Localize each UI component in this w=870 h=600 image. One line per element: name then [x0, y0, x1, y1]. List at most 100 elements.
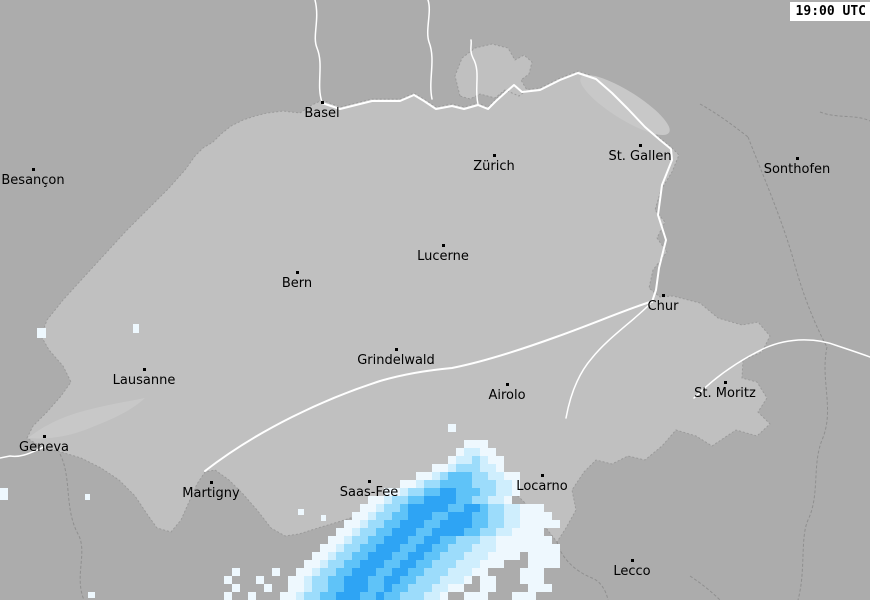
precip-cell: [544, 584, 552, 592]
precip-cell: [480, 568, 488, 576]
precip-cell: [472, 440, 480, 448]
city-dot: [631, 559, 634, 562]
precip-cell: [384, 592, 392, 600]
city-label: Grindelwald: [357, 353, 435, 368]
precip-cell: [512, 536, 520, 544]
precip-cell: [336, 568, 344, 576]
precip-cell: [456, 448, 464, 456]
precip-cell: [296, 568, 304, 576]
precip-cell: [472, 472, 480, 480]
precip-cell: [400, 536, 408, 544]
precip-cell: [448, 576, 456, 584]
precip-cell: [85, 494, 90, 500]
precip-cell: [448, 544, 456, 552]
precip-cell: [392, 512, 400, 520]
precip-cell: [464, 464, 472, 472]
precip-cell: [328, 584, 336, 592]
precip-cell: [520, 512, 528, 520]
precip-cell: [480, 504, 488, 512]
precip-cell: [520, 568, 528, 576]
precip-cell: [384, 520, 392, 528]
precip-cell: [472, 488, 480, 496]
precip-cell: [392, 536, 400, 544]
precip-cell: [408, 504, 416, 512]
precip-cell: [344, 560, 352, 568]
precip-cell: [352, 512, 360, 520]
precip-cell: [424, 552, 432, 560]
precip-cell: [360, 560, 368, 568]
precip-cell: [432, 488, 440, 496]
city-dot: [43, 435, 46, 438]
precip-cell: [528, 552, 536, 560]
precip-cell: [512, 544, 520, 552]
precip-cell: [424, 576, 432, 584]
precip-cell: [432, 536, 440, 544]
precip-cell: [488, 488, 496, 496]
precip-cell: [432, 504, 440, 512]
precip-cell: [384, 504, 392, 512]
precip-cell: [368, 576, 376, 584]
precip-cell: [496, 528, 504, 536]
precip-cell: [440, 584, 448, 592]
precip-cell: [488, 584, 496, 592]
precip-cell: [360, 576, 368, 584]
precip-cell: [400, 528, 408, 536]
precip-cell: [464, 520, 472, 528]
precip-cell: [432, 552, 440, 560]
precip-cell: [408, 592, 416, 600]
precip-cell: [504, 504, 512, 512]
city-dot: [442, 244, 445, 247]
precip-cell: [456, 584, 464, 592]
precip-cell: [408, 568, 416, 576]
precip-cell: [408, 584, 416, 592]
precip-cell: [464, 496, 472, 504]
precip-cell: [376, 560, 384, 568]
precip-cell: [448, 536, 456, 544]
precip-cell: [472, 480, 480, 488]
precip-cell: [360, 544, 368, 552]
inn-river: [693, 339, 870, 399]
precip-cell: [496, 536, 504, 544]
precip-cell: [424, 560, 432, 568]
precip-cell: [496, 464, 504, 472]
precip-cell: [480, 488, 488, 496]
precip-cell: [488, 560, 496, 568]
precip-cell: [472, 456, 480, 464]
precip-cell: [328, 560, 336, 568]
precip-cell: [344, 528, 352, 536]
precip-cell: [488, 448, 496, 456]
precip-cell: [528, 536, 536, 544]
city-dot: [724, 381, 727, 384]
precip-cell: [320, 584, 328, 592]
precip-cell: [296, 584, 304, 592]
precip-cell: [488, 504, 496, 512]
city-dot: [639, 144, 642, 147]
precip-cell: [368, 592, 376, 600]
timestamp-badge: 19:00 UTC: [789, 2, 870, 21]
precip-cell: [400, 496, 408, 504]
precip-cell: [488, 544, 496, 552]
precip-cell: [448, 464, 456, 472]
precip-cell: [472, 464, 480, 472]
precip-cell: [432, 528, 440, 536]
city-dot: [506, 383, 509, 386]
precip-cell: [520, 520, 528, 528]
city-label: Bern: [281, 276, 313, 291]
precip-cell: [512, 480, 520, 488]
precip-cell: [352, 544, 360, 552]
precip-cell: [440, 480, 448, 488]
precip-cell: [504, 528, 512, 536]
precip-cell: [440, 504, 448, 512]
precip-cell: [480, 464, 488, 472]
precip-cell: [392, 488, 400, 496]
precip-cell: [424, 496, 432, 504]
precip-cell: [448, 472, 456, 480]
precip-cell: [248, 592, 256, 600]
precip-cell: [552, 560, 560, 568]
precip-cell: [496, 544, 504, 552]
precip-cell: [448, 560, 456, 568]
precip-cell: [440, 488, 448, 496]
precip-cell: [304, 592, 312, 600]
precip-cell: [480, 552, 488, 560]
